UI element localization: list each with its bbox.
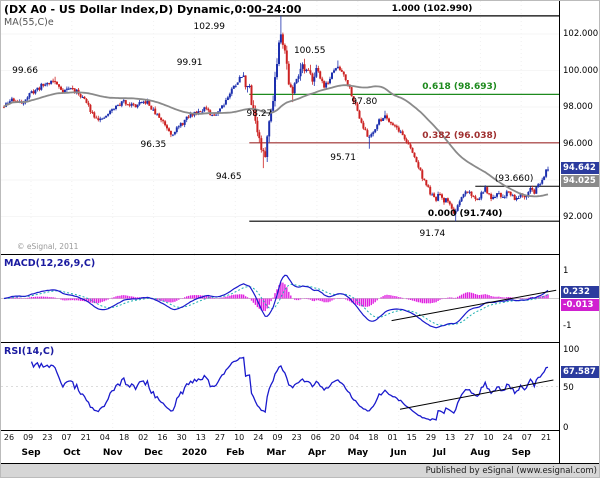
- macd-axis-tick: 1: [563, 265, 569, 276]
- macd-hist-value-badge: -0.013: [561, 299, 599, 312]
- x-axis-date-label: 04: [349, 433, 360, 442]
- price-axis-tick: 96.000: [563, 138, 593, 149]
- rsi-line: [30, 356, 549, 421]
- last-price-badge: 94.642: [561, 162, 599, 175]
- x-axis-date-label: 24: [253, 433, 264, 442]
- x-axis-date-label: 27: [214, 433, 226, 442]
- x-axis-date-label: 06: [310, 433, 321, 442]
- x-axis-month-label: Nov: [102, 448, 123, 458]
- x-axis-dates[interactable]: 26 09 23 07 21 04 18 02 16 30 13 27 10 24 09 23 06 20 04 18…: [1, 432, 559, 446]
- x-axis-date-label: 18: [368, 433, 379, 442]
- candle-bodies-down: [3, 34, 536, 214]
- macd-signal-line: [3, 283, 549, 326]
- x-axis-date-label: 23: [42, 433, 53, 442]
- price-axis-tick: 98.000: [563, 102, 593, 112]
- price-chart-canvas[interactable]: [1, 1, 559, 258]
- rsi-chart-canvas[interactable]: [1, 343, 559, 434]
- x-axis-month-label: Dec: [144, 448, 164, 458]
- x-axis-month-label: Sep: [21, 448, 41, 458]
- panel-separator[interactable]: [1, 342, 599, 343]
- macd-value-badge: 0.232: [561, 286, 599, 299]
- x-axis-date-label: 15: [406, 433, 417, 442]
- candle-wicks-up: [5, 15, 549, 222]
- panel-separator: [1, 430, 599, 431]
- x-axis-date-label: 09: [272, 433, 283, 442]
- x-axis-date-label: 07: [61, 433, 72, 442]
- x-axis-date-label: 21: [540, 433, 552, 442]
- x-axis-month-label: 2020: [181, 448, 207, 458]
- x-axis-date-label: 27: [464, 433, 475, 442]
- ma55-line[interactable]: [3, 84, 549, 198]
- rsi-axis-tick: 0: [563, 423, 569, 433]
- x-axis-date-label: 29: [425, 433, 437, 442]
- macd-chart-canvas[interactable]: [1, 255, 559, 346]
- x-axis-month-label: Sep: [511, 448, 531, 458]
- rsi-trendline[interactable]: [399, 379, 554, 410]
- rsi-value-badge: 67.587: [561, 366, 599, 379]
- x-axis-month-label: May: [347, 448, 369, 458]
- x-axis-month-label: Apr: [308, 448, 326, 458]
- x-axis-date-label: 09: [23, 433, 34, 442]
- ma-value-badge: 94.025: [561, 175, 599, 188]
- x-axis-date-label: 13: [195, 433, 206, 442]
- macd-line: [3, 274, 549, 329]
- x-axis-month-label: Aug: [470, 448, 491, 458]
- x-axis-month-label: Mar: [266, 448, 286, 458]
- x-axis-date-label: 16: [157, 433, 168, 442]
- x-axis-date-label: 13: [445, 433, 456, 442]
- x-axis-months[interactable]: Sep Oct Nov Dec 2020 Feb Mar Apr May Jun Jul Aug Sep: [1, 446, 559, 462]
- price-axis-tick: 100.000: [563, 65, 599, 76]
- panel-separator[interactable]: [1, 254, 599, 255]
- x-axis-date-label: 20: [329, 433, 341, 442]
- x-axis-date-label: 10: [483, 433, 494, 442]
- x-axis-date-label: 18: [118, 433, 130, 442]
- x-axis-date-label: 01: [387, 433, 398, 442]
- macd-indicator-label[interactable]: MACD(12,26,9,C): [4, 258, 96, 269]
- price-axis-tick: 92.000: [563, 211, 593, 222]
- price-axis[interactable]: 102.000100.00098.00096.00094.00092.0001-…: [559, 1, 599, 463]
- x-axis-month-label: Feb: [226, 448, 245, 458]
- macd-axis-tick: -1: [563, 321, 572, 332]
- rsi-axis-tick: 50: [563, 382, 574, 393]
- x-axis-date-label: 23: [291, 433, 302, 442]
- x-axis-date-label: 24: [502, 433, 513, 442]
- macd-histogram: [5, 282, 549, 312]
- x-axis-month-label: Oct: [63, 448, 81, 458]
- x-axis-date-label: 30: [176, 433, 187, 442]
- x-axis-date-label: 21: [80, 433, 91, 442]
- published-by-bar: Published by eSignal (www.esignal.com): [1, 463, 599, 477]
- x-axis-date-label: 02: [138, 433, 149, 442]
- x-axis-date-label: 07: [521, 433, 532, 442]
- x-axis-date-label: 10: [234, 433, 245, 442]
- x-axis-month-label: Jul: [433, 448, 446, 458]
- esignal-watermark: © eSignal, 2011: [17, 242, 79, 251]
- ma-indicator-label[interactable]: MA(55,C)e: [4, 17, 54, 28]
- chart-title[interactable]: (DX A0 - US Dollar Index,D) Dynamic,0:00…: [4, 3, 302, 16]
- macd-trendline[interactable]: [391, 289, 557, 322]
- rsi-indicator-label[interactable]: RSI(14,C): [4, 346, 55, 357]
- x-axis-date-label: 26: [3, 433, 15, 442]
- rsi-axis-tick: 100: [563, 345, 580, 355]
- x-axis-month-label: Jun: [390, 448, 407, 458]
- price-axis-tick: 102.000: [563, 29, 599, 39]
- x-axis-date-label: 04: [99, 433, 110, 442]
